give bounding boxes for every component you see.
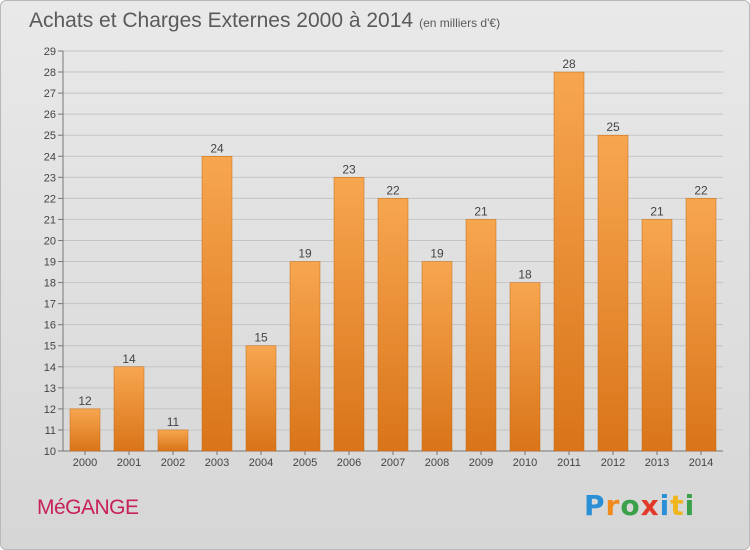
y-tick-label: 20: [44, 235, 56, 247]
data-label: 19: [430, 247, 444, 261]
bar: [377, 198, 409, 452]
x-tick-label: 2004: [249, 457, 273, 469]
title-text: Achats et Charges Externes 2000 à 2014: [29, 9, 414, 32]
x-tick-label: 2002: [161, 457, 185, 469]
x-tick-label: 2014: [689, 457, 713, 469]
x-tick-label: 2008: [425, 457, 449, 469]
bar: [201, 156, 233, 452]
y-tick-label: 18: [44, 278, 56, 290]
y-tick-label: 27: [44, 88, 56, 100]
chart-title: Achats et Charges Externes 2000 à 2014 (e…: [29, 9, 500, 33]
x-tick-label: 2012: [601, 457, 625, 469]
bar: [509, 282, 541, 452]
x-tick-label: 2005: [293, 457, 317, 469]
data-label: 28: [562, 57, 576, 71]
commune-name: MéGANGE: [37, 496, 139, 519]
bar: [157, 429, 189, 452]
x-tick-label: 2009: [469, 457, 493, 469]
bar: [421, 261, 453, 452]
y-tick-label: 15: [44, 341, 56, 353]
logo-letter: i: [659, 489, 671, 522]
y-tick-label: 28: [44, 67, 56, 79]
y-tick-label: 22: [44, 193, 56, 205]
y-tick-label: 16: [44, 320, 56, 332]
y-tick-label: 14: [44, 362, 56, 374]
logo-letter: x: [640, 489, 660, 522]
data-label: 19: [298, 247, 312, 261]
bar: [333, 177, 365, 452]
x-tick-label: 2007: [381, 457, 405, 469]
y-tick-label: 19: [44, 257, 56, 269]
logo-letter: r: [605, 489, 621, 522]
bar: [245, 345, 277, 452]
bar: [465, 219, 497, 452]
data-label: 24: [210, 141, 224, 155]
y-tick-label: 17: [44, 299, 56, 311]
y-tick-label: 11: [45, 425, 56, 437]
bar: [597, 134, 629, 452]
data-label: 23: [342, 162, 356, 176]
data-label: 18: [518, 268, 532, 282]
data-label: 12: [78, 394, 92, 408]
y-tick-label: 12: [44, 404, 56, 416]
y-tick-label: 10: [44, 446, 56, 458]
bar: [553, 71, 585, 452]
proxiti-logo: Proxiti: [584, 489, 695, 522]
data-label: 15: [254, 331, 268, 345]
y-tick-label: 23: [44, 172, 56, 184]
y-tick-label: 21: [44, 214, 56, 226]
bar: [289, 261, 321, 452]
y-tick-label: 25: [44, 130, 56, 142]
data-label: 14: [122, 352, 136, 366]
x-tick-label: 2003: [205, 457, 229, 469]
x-tick-label: 2000: [73, 457, 97, 469]
y-tick-label: 29: [44, 46, 56, 58]
x-tick-label: 2006: [337, 457, 361, 469]
logo-letter: i: [684, 489, 696, 522]
logo-letter: t: [670, 489, 685, 522]
data-label: 21: [474, 204, 488, 218]
subtitle-text: (en milliers d'€): [419, 16, 501, 30]
x-tick-label: 2013: [645, 457, 669, 469]
bar: [641, 219, 673, 452]
data-label: 22: [694, 183, 708, 197]
data-label: 22: [386, 183, 400, 197]
y-tick-label: 24: [44, 151, 56, 163]
bar: [685, 198, 717, 452]
y-tick-label: 13: [44, 383, 56, 395]
data-label: 25: [606, 120, 620, 134]
data-label: 11: [167, 415, 180, 429]
x-tick-label: 2001: [117, 457, 141, 469]
logo-letter: P: [584, 489, 606, 522]
bar: [69, 408, 101, 452]
x-tick-label: 2011: [557, 457, 581, 469]
bar: [113, 366, 145, 452]
data-label: 21: [650, 204, 664, 218]
y-tick-label: 26: [44, 109, 56, 121]
x-tick-label: 2010: [513, 457, 537, 469]
logo-letter: o: [620, 489, 641, 522]
